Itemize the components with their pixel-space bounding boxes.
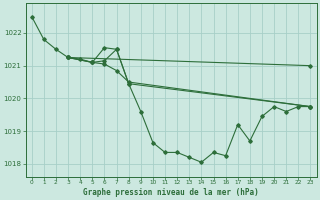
X-axis label: Graphe pression niveau de la mer (hPa): Graphe pression niveau de la mer (hPa): [83, 188, 259, 197]
